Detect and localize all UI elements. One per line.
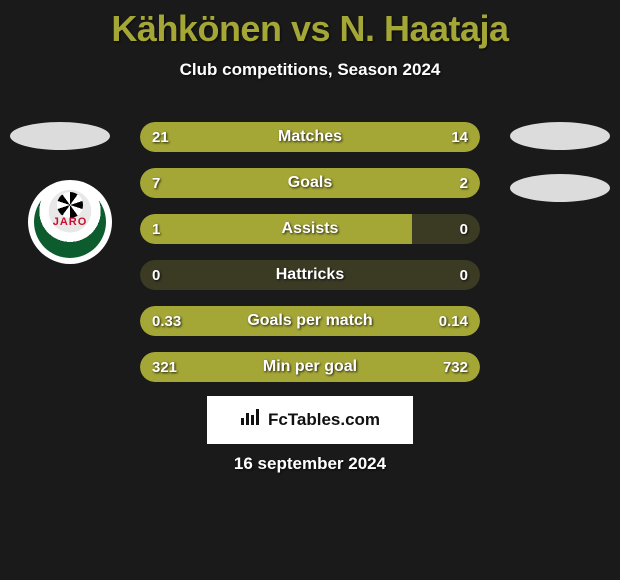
player-logo-right-placeholder-2 xyxy=(510,174,610,202)
club-badge-inner: JARO xyxy=(34,186,106,258)
stat-label: Assists xyxy=(140,220,480,238)
player-logo-left-placeholder xyxy=(10,122,110,150)
stat-label: Goals per match xyxy=(140,312,480,330)
stat-label: Goals xyxy=(140,174,480,192)
stat-row: 72Goals xyxy=(140,168,480,198)
stat-row: 321732Min per goal xyxy=(140,352,480,382)
stat-label: Min per goal xyxy=(140,358,480,376)
club-badge: JARO xyxy=(28,180,112,264)
page-title: Kähkönen vs N. Haataja xyxy=(0,0,620,50)
date-label: 16 september 2024 xyxy=(0,454,620,474)
stat-label: Matches xyxy=(140,128,480,146)
chart-icon xyxy=(240,408,262,432)
club-badge-text: JARO xyxy=(53,216,88,228)
stat-row: 2114Matches xyxy=(140,122,480,152)
branding-text: FcTables.com xyxy=(268,410,380,430)
branding-box[interactable]: FcTables.com xyxy=(207,396,413,444)
stat-label: Hattricks xyxy=(140,266,480,284)
subtitle: Club competitions, Season 2024 xyxy=(0,60,620,80)
soccer-ball-icon xyxy=(57,192,83,218)
player-logo-right-placeholder-1 xyxy=(510,122,610,150)
stats-comparison-chart: 2114Matches 72Goals 10Assists 00Hattricks 0.… xyxy=(140,122,480,398)
stat-row: 00Hattricks xyxy=(140,260,480,290)
stat-row: 0.330.14Goals per match xyxy=(140,306,480,336)
stat-row: 10Assists xyxy=(140,214,480,244)
